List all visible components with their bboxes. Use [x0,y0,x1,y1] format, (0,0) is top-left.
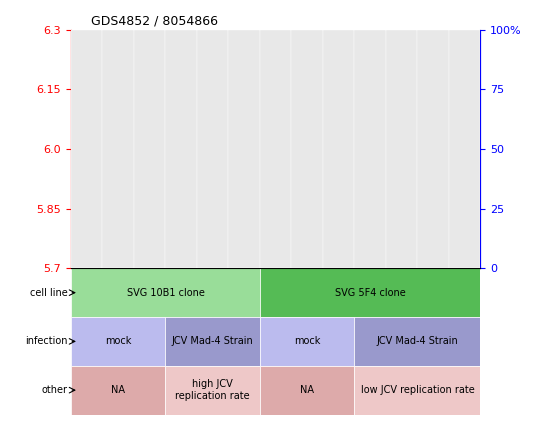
Bar [386,30,418,268]
Bar [266,97,285,268]
Text: high JCV
replication rate: high JCV replication rate [175,379,250,401]
Text: other: other [42,385,68,395]
Bar [78,97,96,268]
Bar [109,240,128,268]
Text: infection: infection [25,336,68,346]
Bar [197,30,228,268]
Text: NA: NA [300,385,314,395]
FancyBboxPatch shape [260,317,354,366]
Text: JCV Mad-4 Strain: JCV Mad-4 Strain [172,336,253,346]
Text: low JCV replication rate: low JCV replication rate [360,385,474,395]
Bar [172,121,191,268]
Bar [235,91,254,268]
Text: SVG 10B1 clone: SVG 10B1 clone [127,288,204,298]
Bar [103,30,134,268]
FancyBboxPatch shape [260,268,480,317]
FancyBboxPatch shape [354,366,480,415]
Bar [424,73,443,268]
Text: mock: mock [294,336,321,346]
Bar [392,30,411,268]
Bar [203,125,222,268]
Bar [361,253,379,268]
Bar [292,30,323,268]
Bar [354,30,386,268]
FancyBboxPatch shape [165,366,260,415]
Bar [455,193,474,268]
FancyBboxPatch shape [165,317,260,366]
Bar [165,30,197,268]
Bar [134,30,165,268]
Bar [329,145,348,268]
FancyBboxPatch shape [354,317,480,366]
FancyBboxPatch shape [71,317,165,366]
Text: cell line: cell line [30,288,68,298]
Bar [298,121,317,268]
Text: GDS4852 / 8054866: GDS4852 / 8054866 [92,14,218,27]
Text: SVG 5F4 clone: SVG 5F4 clone [335,288,406,298]
Text: JCV Mad-4 Strain: JCV Mad-4 Strain [377,336,458,346]
FancyBboxPatch shape [71,268,260,317]
Bar [418,30,449,268]
Text: NA: NA [111,385,125,395]
Bar [260,30,292,268]
Bar [228,30,260,268]
Text: mock: mock [105,336,132,346]
FancyBboxPatch shape [71,366,165,415]
Bar [449,30,480,268]
Bar [140,193,159,268]
Bar [71,30,103,268]
FancyBboxPatch shape [260,366,354,415]
Bar [323,30,354,268]
